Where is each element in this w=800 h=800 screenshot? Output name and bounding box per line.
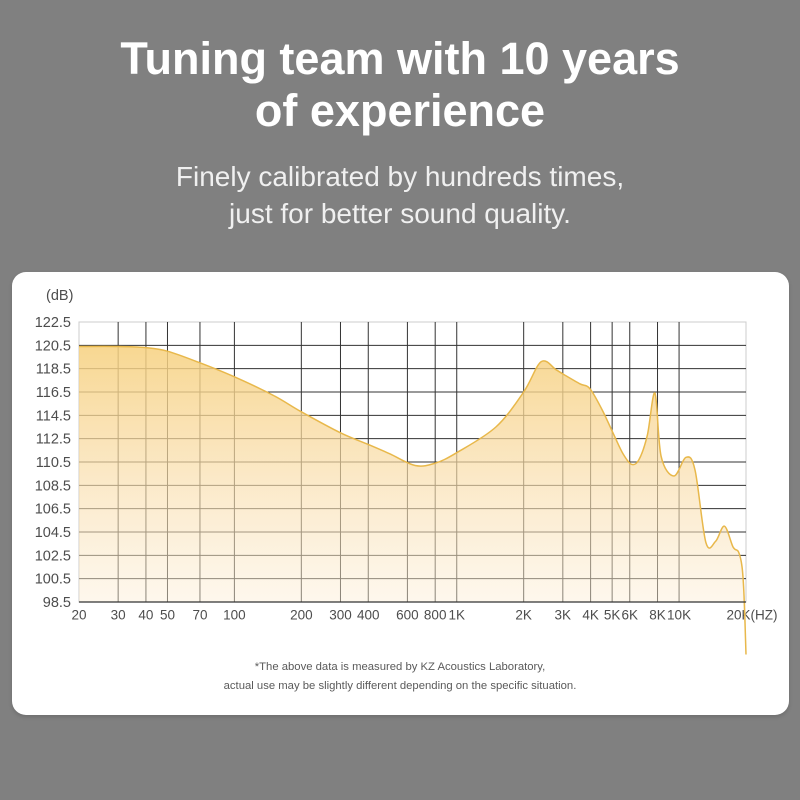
svg-text:1K: 1K <box>448 608 465 623</box>
svg-text:122.5: 122.5 <box>35 315 71 331</box>
svg-text:10K: 10K <box>667 608 691 623</box>
svg-text:118.5: 118.5 <box>36 362 71 378</box>
svg-text:116.5: 116.5 <box>36 385 71 401</box>
svg-text:30: 30 <box>111 608 126 623</box>
svg-text:98.5: 98.5 <box>43 595 71 611</box>
svg-text:5K: 5K <box>604 608 621 623</box>
svg-text:70: 70 <box>192 608 207 623</box>
svg-text:600: 600 <box>396 608 419 623</box>
svg-text:114.5: 114.5 <box>36 408 71 424</box>
svg-text:200: 200 <box>290 608 313 623</box>
svg-text:3K: 3K <box>555 608 572 623</box>
svg-text:112.5: 112.5 <box>36 432 71 448</box>
svg-text:108.5: 108.5 <box>35 478 71 494</box>
svg-text:102.5: 102.5 <box>35 548 71 564</box>
svg-text:8K: 8K <box>649 608 666 623</box>
svg-text:300: 300 <box>329 608 352 623</box>
svg-text:20: 20 <box>71 608 86 623</box>
svg-text:100.5: 100.5 <box>35 572 71 588</box>
svg-text:106.5: 106.5 <box>35 502 71 518</box>
svg-text:6K: 6K <box>621 608 638 623</box>
svg-text:104.5: 104.5 <box>35 525 71 541</box>
svg-text:110.5: 110.5 <box>36 455 71 471</box>
svg-text:40: 40 <box>138 608 153 623</box>
svg-text:2K: 2K <box>515 608 532 623</box>
svg-text:400: 400 <box>357 608 380 623</box>
svg-text:800: 800 <box>424 608 447 623</box>
svg-text:100: 100 <box>223 608 246 623</box>
svg-text:4K: 4K <box>582 608 599 623</box>
svg-text:(dB): (dB) <box>46 288 73 304</box>
svg-text:50: 50 <box>160 608 175 623</box>
svg-text:120.5: 120.5 <box>35 338 71 354</box>
svg-text:20K(HZ): 20K(HZ) <box>726 608 777 623</box>
